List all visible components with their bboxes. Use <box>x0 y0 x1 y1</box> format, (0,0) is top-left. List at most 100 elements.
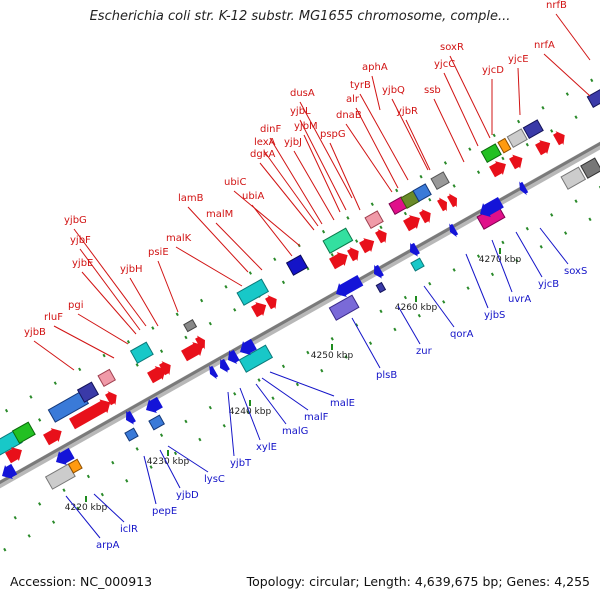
forward-gene-arrow[interactable] <box>358 234 378 255</box>
accession-text: Accession: NC_000913 <box>10 574 152 589</box>
gene-box <box>237 279 268 305</box>
label-leader-line <box>346 124 392 192</box>
label-leader-line <box>34 341 74 370</box>
gene-label[interactable]: yjcB <box>538 279 559 290</box>
gene-label[interactable]: zur <box>416 346 433 357</box>
gene-label[interactable]: psiE <box>148 247 169 258</box>
genome-map-viewer[interactable]: 4220 kbp 4230 kbp 4240 kbp 4250 kbp 4260 kbp… <box>0 0 600 600</box>
gene-label[interactable]: plsB <box>376 370 397 381</box>
forward-gene-arrow[interactable] <box>508 151 526 171</box>
gene-box <box>287 255 308 275</box>
gene-label[interactable]: pspG <box>320 129 346 140</box>
gene-label[interactable]: malE <box>330 398 355 409</box>
label-leader-line <box>434 99 464 162</box>
gene-label[interactable]: rluF <box>44 312 63 323</box>
gene-label[interactable]: yjbT <box>230 458 252 469</box>
gene-label[interactable]: yjbR <box>396 106 418 117</box>
forward-gene-arrow[interactable] <box>418 206 435 225</box>
gene-label[interactable]: malK <box>166 233 192 244</box>
gene-box <box>561 167 585 189</box>
gene-label[interactable]: dgkA <box>250 149 275 160</box>
gene-label[interactable]: dinF <box>260 124 281 135</box>
forward-gene-arrow[interactable] <box>552 128 569 147</box>
label-leader-line <box>444 73 478 146</box>
sequence-title: Escherichia coli str. K-12 substr. MG165… <box>0 9 600 24</box>
label-leader-line <box>228 392 234 456</box>
label-leader-line <box>270 372 334 396</box>
label-leader-line <box>518 68 520 115</box>
gene-label[interactable]: arpA <box>96 540 120 551</box>
gene-label[interactable]: lexA <box>254 137 276 148</box>
gene-box <box>149 415 164 430</box>
gene-label[interactable]: alr <box>346 94 360 105</box>
forward-gene-arrow[interactable] <box>534 136 554 157</box>
gene-box <box>98 369 115 386</box>
gene-label[interactable]: xylE <box>256 442 277 453</box>
forward-gene-arrow[interactable] <box>346 244 363 263</box>
gene-box <box>581 158 600 178</box>
gene-label[interactable]: yjbD <box>176 490 199 501</box>
gene-label[interactable]: pgi <box>68 300 83 311</box>
gene-label[interactable]: tyrB <box>350 80 371 91</box>
gene-label[interactable]: yjbG <box>64 215 87 226</box>
gene-label[interactable]: aphA <box>362 62 388 73</box>
gene-box <box>125 428 138 441</box>
gene-label[interactable]: soxS <box>564 266 587 277</box>
gene-label[interactable]: soxR <box>440 42 464 53</box>
label-leader-line <box>160 450 180 488</box>
label-leader-line <box>544 54 590 96</box>
forward-gene-arrow[interactable] <box>446 191 461 209</box>
gene-label[interactable]: pepE <box>152 506 177 517</box>
gene-label[interactable]: dusA <box>290 88 315 99</box>
gene-box <box>587 89 600 107</box>
gene-label[interactable]: yjbB <box>24 327 46 338</box>
gene-box <box>131 342 154 363</box>
gene-label[interactable]: yjbE <box>72 258 93 269</box>
gene-label[interactable]: yjbM <box>294 121 318 132</box>
gene-box <box>323 228 353 253</box>
gene-label[interactable]: malG <box>282 426 308 437</box>
gene-label[interactable]: yjcD <box>482 65 504 76</box>
label-leader-line <box>78 314 128 344</box>
gene-label[interactable]: yjcE <box>508 54 529 65</box>
gene-box <box>507 129 527 147</box>
gene-label[interactable]: iclR <box>120 524 138 535</box>
gene-label[interactable]: uvrA <box>508 294 531 305</box>
label-leader-line <box>82 272 136 334</box>
gene-label[interactable]: yjbL <box>290 106 311 117</box>
gene-label[interactable]: dnaB <box>336 110 362 121</box>
gene-label[interactable]: malF <box>304 412 329 423</box>
gene-box <box>184 320 197 332</box>
gene-label[interactable]: yjbQ <box>382 85 405 96</box>
gene-label[interactable]: ubiA <box>242 191 264 202</box>
gene-label[interactable]: yjbH <box>120 264 143 275</box>
topology-summary: Topology: circular; Length: 4,639,675 bp… <box>247 574 590 589</box>
gene-box <box>365 211 383 228</box>
gene-label[interactable]: nrfA <box>534 40 555 51</box>
gene-label[interactable]: ubiC <box>224 177 246 188</box>
label-leader-line <box>304 135 340 212</box>
gene-label[interactable]: qorA <box>450 329 474 340</box>
label-leader-line <box>256 384 286 424</box>
forward-gene-arrow[interactable] <box>264 292 281 311</box>
label-leader-line <box>406 120 430 170</box>
gene-label[interactable]: lysC <box>204 474 225 485</box>
gene-label[interactable]: yjbS <box>484 310 505 321</box>
gene-box <box>481 144 501 162</box>
gene-box <box>411 258 424 271</box>
gene-label[interactable]: lamB <box>178 193 204 204</box>
forward-gene-arrow[interactable] <box>42 424 66 447</box>
label-leader-line <box>492 240 512 292</box>
lower-gene-boxes <box>46 158 600 489</box>
label-leader-line <box>130 278 158 326</box>
gene-label[interactable]: yjcC <box>434 59 455 70</box>
gene-label[interactable]: yjbF <box>70 235 91 246</box>
gene-label[interactable]: ssb <box>424 85 441 96</box>
label-leader-line <box>372 76 380 110</box>
forward-gene-arrow[interactable] <box>374 226 391 245</box>
gene-label[interactable]: yjbJ <box>284 137 302 148</box>
label-leader-line <box>352 318 380 368</box>
label-leader-line <box>252 205 292 256</box>
gene-label[interactable]: malM <box>206 209 233 220</box>
label-leader-line <box>54 326 114 358</box>
